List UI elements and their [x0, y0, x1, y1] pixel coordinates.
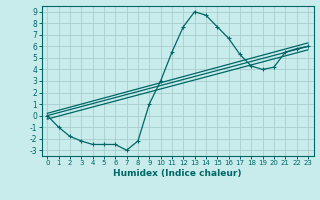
X-axis label: Humidex (Indice chaleur): Humidex (Indice chaleur) — [113, 169, 242, 178]
